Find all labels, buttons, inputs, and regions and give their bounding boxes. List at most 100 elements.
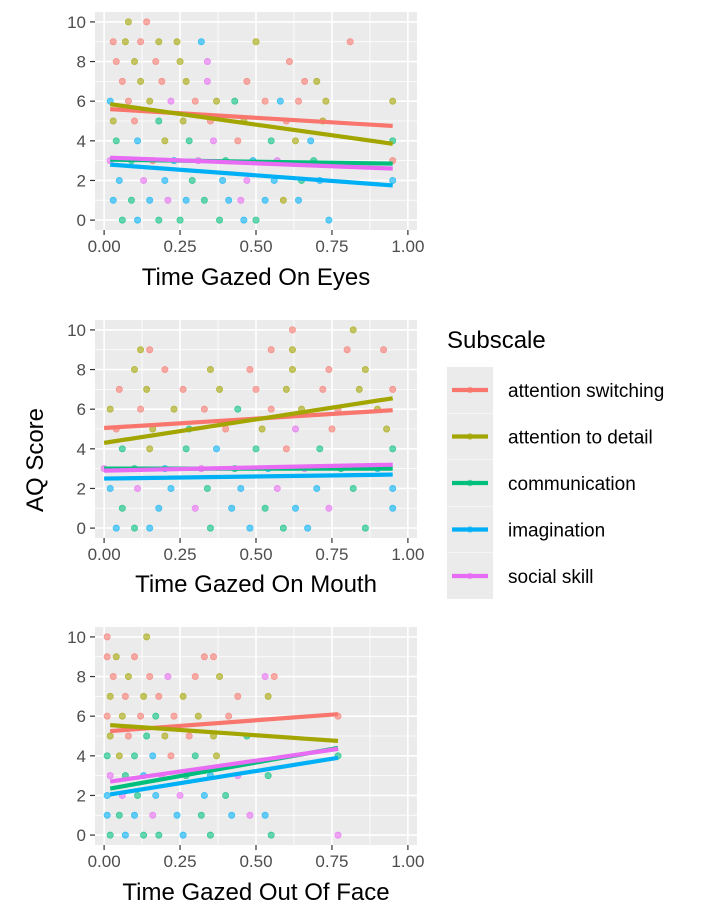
trend-line (110, 162, 393, 188)
data-point (240, 216, 248, 224)
trend-line (104, 462, 393, 473)
data-point (124, 732, 132, 740)
data-point (143, 633, 151, 641)
x-tick-label: 0.75 (315, 545, 348, 564)
data-point (228, 504, 236, 512)
data-point (149, 752, 157, 760)
data-point (137, 77, 145, 85)
data-point (143, 18, 151, 26)
trend-line (109, 755, 339, 797)
data-point (191, 752, 199, 760)
data-point (146, 673, 154, 681)
data-point (301, 77, 309, 85)
data-point (267, 137, 275, 145)
data-point (234, 405, 242, 413)
data-point (206, 831, 214, 839)
data-point (261, 97, 269, 105)
data-point (216, 673, 224, 681)
x-tick-label: 0.25 (164, 852, 197, 871)
data-point (182, 77, 190, 85)
y-tick-label: 4 (77, 440, 86, 459)
data-point (118, 445, 126, 453)
legend: Subscale attention switching attention to … (447, 327, 664, 599)
data-point (103, 712, 111, 720)
data-point (203, 484, 211, 492)
data-point (282, 385, 290, 393)
data-point (109, 673, 117, 681)
x-tick-label: 1.00 (391, 852, 424, 871)
data-point (346, 38, 354, 46)
x-tick-label: 0.75 (315, 237, 348, 256)
data-point (295, 97, 303, 105)
data-point (167, 484, 175, 492)
data-point (112, 524, 120, 532)
data-point (140, 831, 148, 839)
data-point (176, 216, 184, 224)
data-point (246, 524, 254, 532)
data-point (343, 346, 351, 354)
data-point (118, 712, 126, 720)
data-point (185, 732, 193, 740)
data-point (213, 97, 221, 105)
data-point (106, 405, 114, 413)
data-point (334, 831, 342, 839)
y-tick-label: 6 (77, 92, 86, 111)
data-point (304, 524, 312, 532)
data-point (380, 346, 388, 354)
data-point (130, 117, 138, 125)
data-point (146, 445, 154, 453)
data-point (173, 811, 181, 819)
data-point (130, 58, 138, 66)
data-point (270, 673, 278, 681)
legend-key-point (466, 572, 474, 580)
data-point (121, 692, 129, 700)
data-point (322, 97, 330, 105)
data-point (179, 831, 187, 839)
data-point (137, 38, 145, 46)
x-tick-label: 0.25 (164, 237, 197, 256)
data-point (243, 176, 251, 184)
data-point (313, 77, 321, 85)
data-point (115, 385, 123, 393)
data-point (118, 504, 126, 512)
data-point (295, 196, 303, 204)
data-point (288, 366, 296, 374)
data-point (219, 176, 227, 184)
data-point (143, 385, 151, 393)
data-point (106, 732, 114, 740)
data-point (121, 38, 129, 46)
data-point (115, 176, 123, 184)
legend-label: imagination (508, 521, 605, 542)
data-point (115, 811, 123, 819)
data-point (146, 524, 154, 532)
data-point (252, 38, 260, 46)
data-point (173, 38, 181, 46)
data-point (106, 831, 114, 839)
y-tick-label: 4 (77, 132, 86, 151)
data-point (349, 484, 357, 492)
data-point (161, 366, 169, 374)
data-point (200, 405, 208, 413)
legend-key-point (466, 386, 474, 394)
data-point (170, 712, 178, 720)
y-tick-label: 2 (77, 171, 86, 190)
data-point (130, 366, 138, 374)
legend-label: social skill (508, 567, 594, 588)
y-axis-title: AQ Score (22, 408, 49, 512)
data-point (158, 77, 166, 85)
y-tick-label: 2 (77, 479, 86, 498)
data-point (161, 137, 169, 145)
data-point (243, 77, 251, 85)
data-point (206, 366, 214, 374)
data-point (121, 831, 129, 839)
data-point (389, 504, 397, 512)
legend-label: communication (508, 474, 636, 495)
data-point (112, 653, 120, 661)
data-point (276, 97, 284, 105)
y-tick-label: 10 (67, 628, 86, 647)
data-point (143, 732, 151, 740)
data-point (313, 484, 321, 492)
data-point (130, 811, 138, 819)
data-point (282, 445, 290, 453)
